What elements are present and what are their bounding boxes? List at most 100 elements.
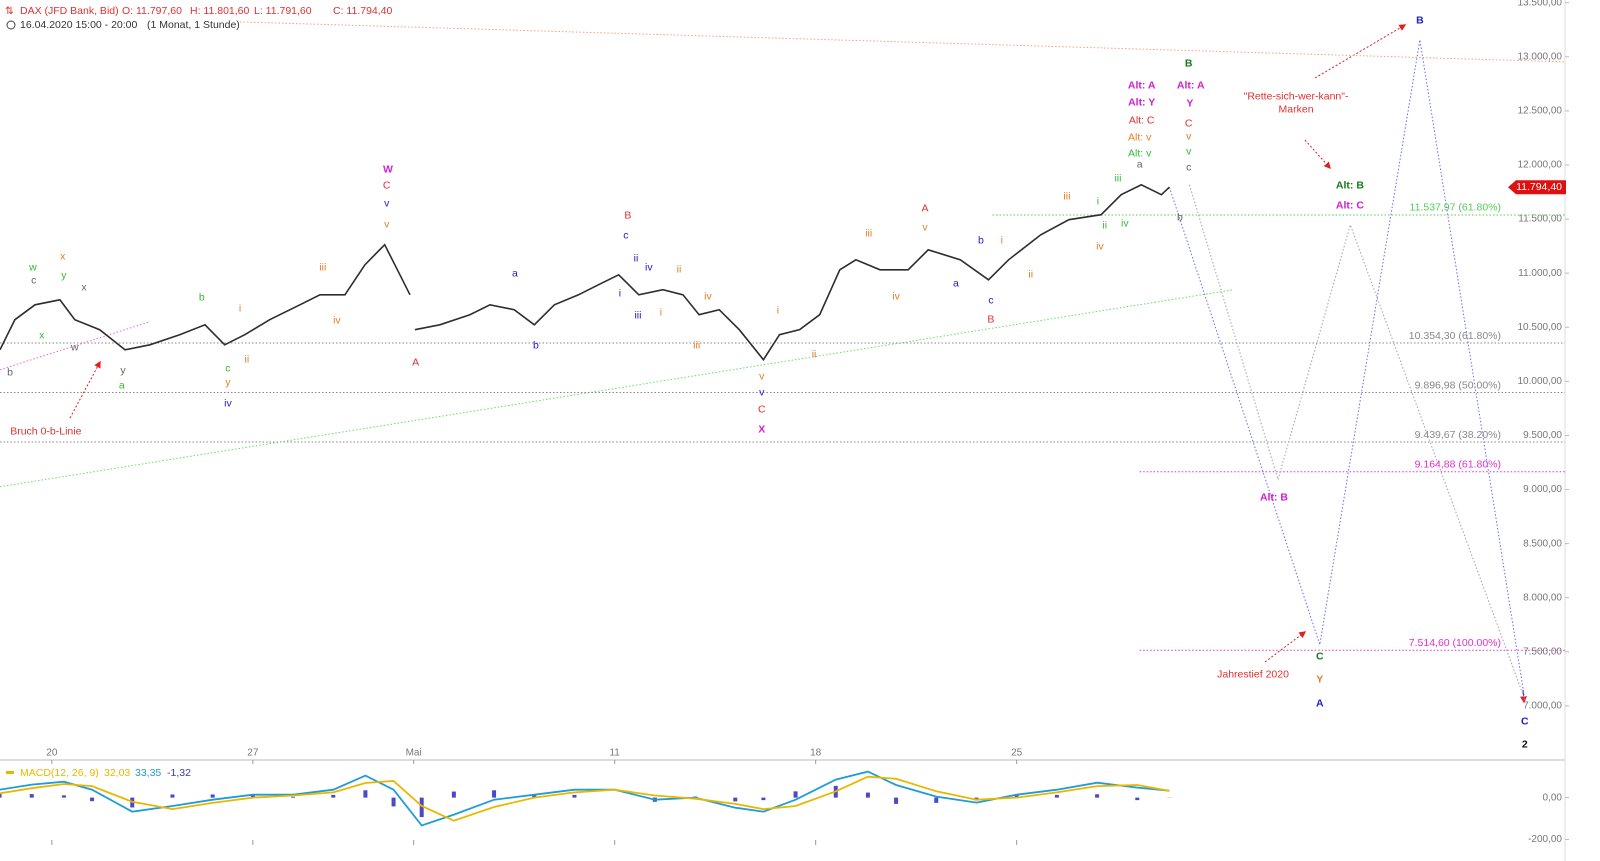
wave-label: v bbox=[759, 370, 765, 382]
y-tick-label: 8.000,00 bbox=[1523, 592, 1562, 603]
wave-label: iv bbox=[224, 398, 232, 410]
wave-label: a bbox=[512, 267, 518, 279]
wave-label: A bbox=[922, 203, 929, 215]
wave-label: B bbox=[987, 314, 994, 326]
wave-label: ii bbox=[812, 349, 817, 361]
macd-readout: 33,35 bbox=[135, 767, 161, 779]
wave-label: Alt: C bbox=[1336, 200, 1364, 212]
y-tick-label: 8.500,00 bbox=[1523, 538, 1562, 549]
histogram-bar bbox=[733, 797, 738, 802]
wave-label: i bbox=[1001, 235, 1003, 247]
wave-label: b bbox=[7, 366, 13, 378]
wave-label: Alt: Y bbox=[1128, 97, 1155, 109]
macd-readout: 32,03 bbox=[104, 767, 130, 779]
wave-label: Y bbox=[1316, 674, 1323, 686]
histogram-bar bbox=[90, 797, 95, 802]
wave-label: iv bbox=[1121, 218, 1129, 230]
y-tick-label: 12.000,00 bbox=[1518, 160, 1563, 171]
wave-label: c bbox=[623, 230, 628, 242]
wave-label: ii bbox=[1102, 220, 1107, 232]
wave-label: c bbox=[1186, 162, 1191, 174]
y-tick-label: 12.500,00 bbox=[1518, 106, 1563, 117]
fib-label: 9.439,67 (38.20%) bbox=[1415, 429, 1501, 441]
wave-label: A bbox=[1316, 698, 1324, 710]
wave-label: C bbox=[758, 403, 766, 415]
histogram-bar bbox=[532, 794, 537, 798]
histogram-bar bbox=[363, 790, 368, 798]
wave-label: b bbox=[1177, 212, 1183, 224]
wave-label: v bbox=[384, 219, 390, 231]
wave-label: b bbox=[978, 235, 984, 247]
wave-label: x bbox=[81, 282, 87, 294]
y-tick-label: 10.000,00 bbox=[1518, 376, 1563, 387]
y-tick-label: 9.000,00 bbox=[1523, 484, 1562, 495]
wave-label: Alt: v bbox=[1128, 132, 1152, 144]
wave-label: ii bbox=[634, 253, 639, 265]
x-tick-label: 11 bbox=[609, 748, 620, 759]
ohlc: O: 11.797,60 bbox=[122, 5, 182, 17]
macd-readout: -1,32 bbox=[167, 767, 191, 779]
wave-label: a bbox=[953, 278, 959, 290]
wave-label: v bbox=[1186, 146, 1192, 158]
wave-label: iv bbox=[892, 291, 900, 303]
ohlc: C: 11.794,40 bbox=[333, 5, 393, 17]
wave-label: "Rette-sich-wer-kann"- bbox=[1244, 91, 1349, 103]
histogram-bar bbox=[793, 791, 798, 798]
trend-line bbox=[0, 289, 1234, 488]
wave-label: Alt: C bbox=[1129, 115, 1155, 127]
fib-label: 9.896,98 (50.00%) bbox=[1415, 379, 1501, 391]
wave-label: iii bbox=[865, 228, 872, 240]
wave-label: C bbox=[383, 180, 391, 192]
histogram-bar bbox=[865, 792, 870, 798]
instrument: DAX (JFD Bank, Bid) bbox=[20, 5, 119, 17]
fib-label: 10.354,30 (61.80%) bbox=[1409, 330, 1501, 342]
histogram-bar bbox=[761, 797, 766, 801]
wave-label: iv bbox=[333, 315, 341, 327]
wave-label: C bbox=[1185, 118, 1193, 130]
projection bbox=[1168, 39, 1526, 700]
wave-label: i bbox=[1097, 196, 1099, 208]
wave-label: Alt: v bbox=[1128, 148, 1152, 160]
icon: ⇅ bbox=[5, 5, 14, 17]
histogram-bar bbox=[492, 790, 497, 798]
histogram-bar bbox=[419, 797, 424, 818]
wave-label: iii bbox=[1114, 173, 1121, 185]
macd-swatch bbox=[6, 771, 14, 774]
histogram-bar bbox=[61, 795, 66, 798]
fib-label: 7.514,60 (100.00%) bbox=[1409, 637, 1501, 649]
histogram-bar bbox=[1014, 794, 1019, 798]
arrow bbox=[1314, 24, 1407, 79]
x-tick-label: 25 bbox=[1011, 748, 1023, 759]
wave-label: Alt: B bbox=[1260, 492, 1288, 504]
y-tick-label: 11.000,00 bbox=[1518, 268, 1562, 279]
ohlc: H: 11.801,60 bbox=[190, 5, 250, 17]
wave-label: y bbox=[61, 270, 67, 282]
wave-label: x bbox=[39, 329, 45, 341]
macd-title: MACD(12, 26, 9) bbox=[20, 767, 99, 779]
wave-label: iii bbox=[693, 340, 700, 352]
y-tick-label: 0,00 bbox=[1543, 792, 1563, 803]
wave-label: B bbox=[1185, 58, 1193, 70]
histogram-bar bbox=[250, 794, 255, 798]
wave-label: C bbox=[1316, 650, 1324, 662]
fib-label: 11.537,97 (61.80%) bbox=[1410, 202, 1501, 214]
wave-label: iii bbox=[319, 262, 326, 274]
wave-label: i bbox=[619, 288, 621, 300]
fib-label: 9.164,88 (61.80%) bbox=[1415, 458, 1501, 470]
histogram-bar bbox=[291, 796, 296, 798]
y-tick-label: 13.000,00 bbox=[1518, 51, 1563, 62]
wave-label: i bbox=[777, 304, 779, 316]
histogram-bar bbox=[0, 793, 2, 798]
wave-label: a bbox=[119, 380, 125, 392]
wave-label: v bbox=[922, 222, 928, 234]
histogram-bar bbox=[170, 794, 175, 798]
wave-label: Y bbox=[1186, 98, 1193, 110]
wave-label: Jahrestief 2020 bbox=[1217, 669, 1289, 681]
wave-label: v bbox=[384, 198, 390, 210]
wave-label: c bbox=[225, 362, 230, 374]
wave-label: ii bbox=[1028, 269, 1033, 281]
wave-label: i bbox=[239, 303, 241, 315]
x-tick-label: 20 bbox=[46, 748, 58, 759]
wave-label: x bbox=[60, 251, 66, 263]
wave-label: i bbox=[660, 307, 662, 319]
